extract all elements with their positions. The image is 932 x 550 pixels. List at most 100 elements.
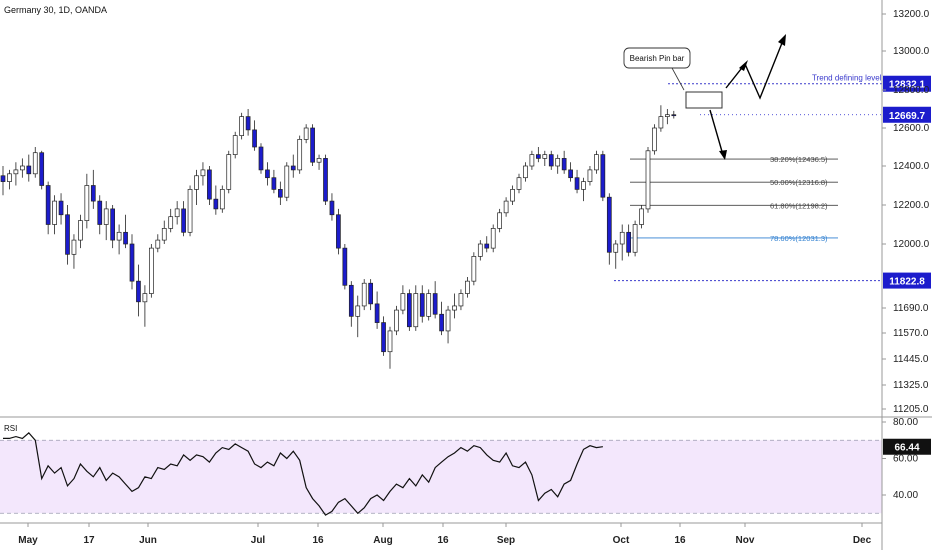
- price-tick-label: 11570.0: [893, 328, 929, 339]
- candle-body: [329, 200, 335, 216]
- price-badge-current-text: 12669.7: [889, 111, 926, 122]
- candle-body: [45, 185, 51, 225]
- price-tick-label: 12000.0: [893, 239, 930, 250]
- candle-body: [13, 169, 19, 175]
- candle-body: [90, 185, 96, 202]
- candle-body: [297, 139, 303, 171]
- candle-body: [123, 231, 128, 245]
- candle-body: [658, 116, 664, 129]
- time-tick-label: Oct: [613, 535, 630, 546]
- price-tick-label: 11690.0: [893, 303, 929, 314]
- pin-bar-box: [685, 91, 723, 109]
- callout-text: Bearish Pin bar: [630, 54, 685, 63]
- price-tick-label: 11205.0: [893, 404, 929, 415]
- candle-body: [348, 284, 354, 317]
- bearish-arrow-line: [709, 109, 724, 156]
- rsi-tick-label: 40.00: [893, 490, 918, 501]
- candle-body: [323, 158, 328, 202]
- candle-body: [626, 231, 632, 253]
- candle-body: [594, 154, 599, 171]
- candle-body: [342, 247, 348, 286]
- candle-body: [490, 228, 496, 249]
- time-tick-label: Nov: [736, 535, 755, 546]
- price-badge-lower-text: 11822.8: [889, 277, 925, 288]
- candle-body: [374, 303, 380, 323]
- callout-box: [623, 47, 691, 69]
- candle-body: [548, 154, 554, 167]
- candle-body: [619, 231, 625, 245]
- candle-body: [200, 169, 206, 177]
- price-tick-label: 12800.0: [893, 85, 930, 96]
- candle-body: [465, 280, 470, 294]
- price-tick-label: 13200.0: [893, 9, 930, 20]
- candle-body: [458, 293, 464, 307]
- bullish-arrow-head-2: [778, 34, 786, 46]
- candle-body: [97, 200, 103, 225]
- candle-body: [523, 165, 528, 179]
- candle-body: [497, 212, 502, 229]
- candle-body: [258, 146, 264, 171]
- candle-body: [71, 239, 77, 255]
- candle-body: [613, 243, 619, 253]
- time-tick-label: Aug: [373, 535, 392, 546]
- rsi-value-badge-bg: [883, 438, 931, 455]
- candle-body: [174, 208, 180, 218]
- time-tick-label: 16: [312, 535, 324, 546]
- fib-level-label: 38.20%(12436.5): [770, 155, 828, 164]
- candle-body: [413, 293, 419, 328]
- price-badge-upper-bg: [883, 75, 931, 92]
- rsi-line: [3, 432, 603, 516]
- candle-body: [52, 200, 57, 225]
- candle-body: [568, 169, 573, 179]
- candle-body: [336, 214, 341, 249]
- candle-body: [129, 243, 135, 282]
- time-tick-label: Sep: [497, 535, 515, 546]
- candle-body: [574, 177, 580, 190]
- candle-body: [316, 158, 322, 163]
- candle-body: [187, 189, 193, 233]
- callout-pointer: [671, 67, 685, 91]
- candle-body: [587, 169, 593, 182]
- fib-level-label: 50.00%(12316.8): [770, 178, 828, 187]
- candle-body: [529, 154, 535, 167]
- time-tick-label: 16: [437, 535, 449, 546]
- candle-body: [110, 208, 116, 241]
- candle-body: [310, 127, 315, 163]
- rsi-band: [0, 439, 882, 514]
- candle-body: [84, 185, 90, 221]
- candle-body: [290, 165, 296, 171]
- time-tick-label: 16: [674, 535, 686, 546]
- candle-body: [239, 116, 244, 136]
- candle-body: [503, 200, 509, 214]
- candle-body: [32, 152, 38, 175]
- price-tick-label: 11325.0: [893, 380, 929, 391]
- fib-level-label: 61.80%(12198.2): [770, 201, 828, 210]
- candle-body: [542, 154, 548, 159]
- time-tick-label: Jul: [251, 535, 266, 546]
- price-tick-label: 11445.0: [893, 354, 929, 365]
- candle-body: [535, 154, 541, 159]
- candle-body: [161, 228, 167, 241]
- candle-body: [245, 116, 251, 131]
- chart-title: Germany 30, 1D, OANDA: [4, 5, 107, 15]
- candle-body: [510, 189, 515, 202]
- candle-body: [252, 129, 257, 148]
- candle-body: [355, 305, 361, 317]
- candle-body: [471, 256, 477, 282]
- candle-body: [142, 293, 148, 303]
- candle-body: [477, 243, 483, 257]
- candle-body: [439, 313, 444, 332]
- rsi-line-group: [3, 432, 603, 516]
- candle-body: [0, 175, 6, 182]
- price-badge-upper-text: 12832.1: [889, 80, 926, 91]
- candle-body: [426, 293, 432, 317]
- candle-body: [452, 305, 457, 311]
- candle-body: [664, 114, 670, 117]
- fibonacci-levels: 38.20%(12436.5) 50.00%(12316.8) 61.80%(121…: [630, 155, 838, 243]
- candle-body: [219, 189, 225, 210]
- candle-body: [58, 200, 64, 216]
- candle-body: [561, 158, 567, 171]
- candle-body: [116, 231, 122, 241]
- bullish-path-line: [725, 37, 785, 100]
